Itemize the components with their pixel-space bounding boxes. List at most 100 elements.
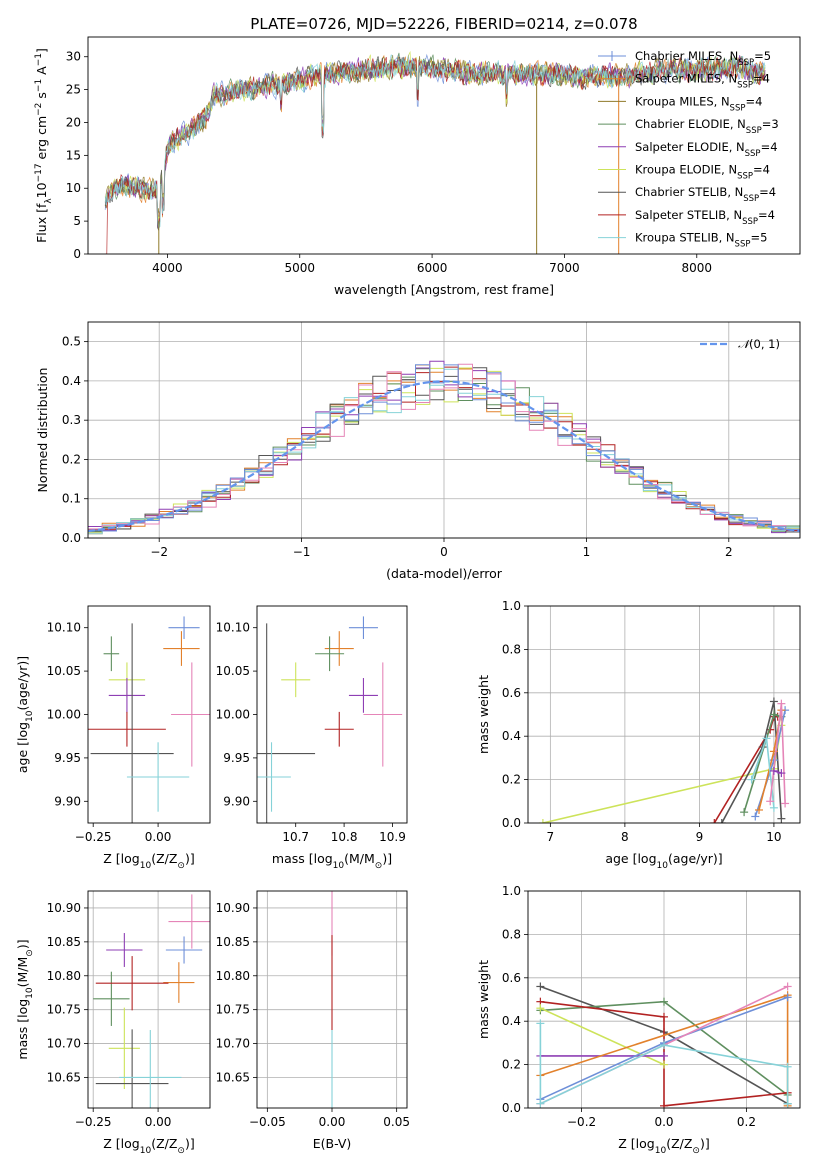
spectrum-line-kroupa-stelib — [104, 54, 766, 229]
y-tick-label: 10.10 — [47, 621, 81, 635]
legend-tail: =4 — [745, 94, 762, 108]
y-axis-label-part: 10 — [34, 182, 49, 198]
y-tick-label: 0.0 — [502, 816, 521, 830]
y-tick-label: 10.05 — [216, 664, 250, 678]
legend-entry: Salpeter STELIB, NSSP=4 — [635, 208, 775, 227]
y-tick-label: 0.8 — [502, 927, 521, 941]
residual-histograms — [88, 360, 800, 537]
y-tick-label: 0.0 — [62, 531, 81, 545]
x-tick-label: −0.05 — [249, 1115, 286, 1129]
x-tick-label: 6000 — [417, 261, 448, 275]
legend-main: Salpeter MILES, N — [635, 72, 737, 86]
x-axis-label-part: (age/yr)] — [668, 851, 723, 866]
y-tick-label: 0.3 — [62, 413, 81, 427]
mass-age-panel: 10.7 10.8 10.9 9.90 9.95 10.00 10.05 10.10 mass … — [216, 605, 408, 871]
y-tick-label: 0 — [73, 247, 81, 261]
y-axis-label-part: λ — [44, 198, 54, 204]
x-axis-label-part: mass [log — [272, 851, 333, 866]
legend-entry: 𝒩(0, 1) — [738, 337, 780, 351]
x-tick-label: −0.25 — [75, 1115, 112, 1129]
y-tick-label: 9.95 — [54, 751, 81, 765]
y-axis-label: age [log10(age/yr)] — [15, 656, 35, 773]
x-axis-label-part: (M/M — [344, 851, 375, 866]
x-axis-label-part: )] — [700, 1136, 710, 1151]
x-tick-label: 8 — [621, 830, 629, 844]
legend-entry: Chabrier ELODIE, NSSP=3 — [635, 117, 779, 136]
spectrum-line-salpeter-stelib — [105, 56, 766, 254]
x-axis-label-part: 10 — [140, 1146, 152, 1156]
axes-frame — [87, 36, 801, 255]
x-axis-label: wavelength [Angstrom, rest frame] — [334, 282, 554, 297]
x-axis-label-part: 10 — [140, 861, 152, 871]
x-axis-label: (data-model)/error — [386, 566, 503, 581]
y-tick-label: 0.2 — [502, 1058, 521, 1072]
x-axis-label: Z [log10(Z/Z⊙)] — [103, 1136, 194, 1156]
y-tick-label: 1.0 — [502, 884, 521, 898]
y-tick-label: 25 — [66, 83, 81, 97]
x-tick-label: 10.9 — [379, 830, 406, 844]
y-tick-label: 10.00 — [216, 708, 250, 722]
legend-main: Chabrier MILES, N — [635, 49, 738, 63]
y-tick-label: 0.2 — [502, 773, 521, 787]
y-tick-label: 0.1 — [62, 492, 81, 506]
y-tick-label: 0.6 — [502, 971, 521, 985]
legend-sub: SSP — [742, 217, 758, 227]
legend-sub: SSP — [730, 103, 746, 113]
y-tick-label: 0.0 — [502, 1101, 521, 1115]
x-tick-label: −0.25 — [75, 830, 112, 844]
axes-frame — [256, 605, 408, 824]
y-tick-label: 10.10 — [216, 621, 250, 635]
legend-entry: Chabrier STELIB, NSSP=4 — [635, 185, 776, 204]
legend-tail: =4 — [758, 208, 775, 222]
y-axis-label-part: (M/M — [15, 957, 30, 988]
axes-frame — [256, 890, 408, 1109]
y-tick-label: 10.80 — [47, 969, 81, 983]
ebv-mass-panel: −0.05 0.00 0.05 10.65 10.70 10.75 10.80 10.85 10… — [216, 890, 410, 1151]
x-tick-label: 9 — [696, 830, 704, 844]
age-weight-series — [538, 697, 790, 823]
x-tick-label: 2 — [725, 545, 733, 559]
legend-entry: Kroupa STELIB, NSSP=5 — [635, 231, 767, 250]
axes-frame — [87, 321, 801, 539]
x-tick-label: 0.00 — [319, 1115, 346, 1129]
x-axis-label-part: (Z/Z — [151, 851, 177, 866]
x-axis-label-part: (Z/Z — [666, 1136, 692, 1151]
x-tick-label: 8000 — [681, 261, 712, 275]
y-axis-label-part: (age/yr)] — [15, 656, 30, 711]
x-axis-label-part: 10 — [655, 1146, 667, 1156]
x-axis-label-part: Z [log — [103, 1136, 139, 1151]
y-axis-label-part: s — [34, 92, 49, 103]
x-tick-label: 0.0 — [654, 1115, 673, 1129]
x-tick-label: 5000 — [284, 261, 315, 275]
y-tick-label: 10.05 — [47, 664, 81, 678]
y-axis-label: mass [log10(M/M⊙)] — [15, 939, 35, 1059]
x-tick-label: −0.2 — [567, 1115, 596, 1129]
legend-main: Salpeter ELODIE, N — [635, 140, 745, 154]
y-tick-label: 9.90 — [54, 794, 81, 808]
x-tick-label: 10.7 — [282, 830, 309, 844]
y-tick-label: 10.00 — [47, 708, 81, 722]
y-tick-label: 10.65 — [47, 1070, 81, 1084]
y-tick-label: 0.8 — [502, 642, 521, 656]
y-axis-label-part: ] — [34, 48, 49, 53]
x-axis-label: Z [log10(Z/Z⊙)] — [618, 1136, 709, 1156]
y-axis-label: mass weight — [476, 960, 491, 1039]
y-tick-label: 10.70 — [47, 1037, 81, 1051]
x-axis-label: mass [log10(M/M⊙)] — [272, 851, 392, 871]
x-axis-label: age [log10(age/yr)] — [605, 851, 722, 871]
y-axis-label: mass weight — [476, 675, 491, 754]
legend-entry: Chabrier MILES, NSSP=5 — [635, 49, 771, 68]
x-tick-label: 10 — [766, 830, 781, 844]
y-tick-label: 0.4 — [62, 374, 81, 388]
legend-tail: =5 — [750, 231, 767, 245]
x-axis-label-part: )] — [185, 851, 195, 866]
legend-main: Chabrier ELODIE, N — [635, 117, 746, 131]
z-mass-points — [93, 894, 210, 1108]
axes-frame — [87, 890, 211, 1109]
y-tick-label: 5 — [73, 214, 81, 228]
y-tick-label: 10.65 — [216, 1070, 250, 1084]
spectrum-lines — [104, 50, 766, 254]
y-tick-label: 0.4 — [502, 729, 521, 743]
